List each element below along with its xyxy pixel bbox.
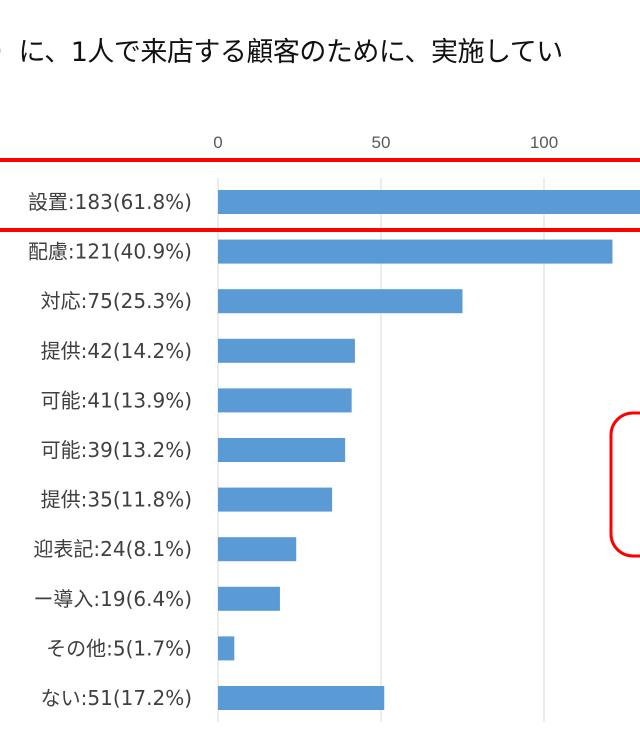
bar bbox=[218, 239, 613, 264]
bar bbox=[218, 636, 235, 661]
category-label: ー導入:19(6.4%) bbox=[33, 587, 192, 611]
bar bbox=[218, 586, 280, 611]
category-label: 配慮:121(40.9%) bbox=[28, 240, 192, 264]
bar bbox=[218, 289, 463, 314]
chart-title: ）に、1人で来店する顧客のために、実施してい bbox=[0, 37, 563, 68]
bar bbox=[218, 686, 385, 710]
category-label: ない:51(17.2%) bbox=[41, 686, 192, 710]
category-label: 提供:35(11.8%) bbox=[41, 488, 192, 512]
highlight-callout-box bbox=[609, 411, 640, 558]
category-label: 提供:42(14.2%) bbox=[41, 339, 192, 363]
category-label: 可能:41(13.9%) bbox=[41, 388, 192, 412]
bar bbox=[218, 388, 352, 413]
x-tick-label: 0 bbox=[213, 133, 222, 152]
bar bbox=[218, 487, 333, 512]
bar bbox=[218, 537, 297, 562]
x-tick-label: 50 bbox=[372, 133, 391, 152]
category-label: その他:5(1.7%) bbox=[46, 636, 192, 660]
bar bbox=[218, 338, 355, 363]
category-label: 設置:183(61.8%) bbox=[28, 190, 192, 214]
category-label: 対応:75(25.3%) bbox=[41, 289, 192, 313]
bar bbox=[218, 190, 640, 214]
x-tick-label: 100 bbox=[530, 133, 558, 152]
bar bbox=[218, 438, 346, 462]
category-label: 可能:39(13.2%) bbox=[41, 438, 192, 462]
category-label: 迎表記:24(8.1%) bbox=[33, 537, 192, 561]
